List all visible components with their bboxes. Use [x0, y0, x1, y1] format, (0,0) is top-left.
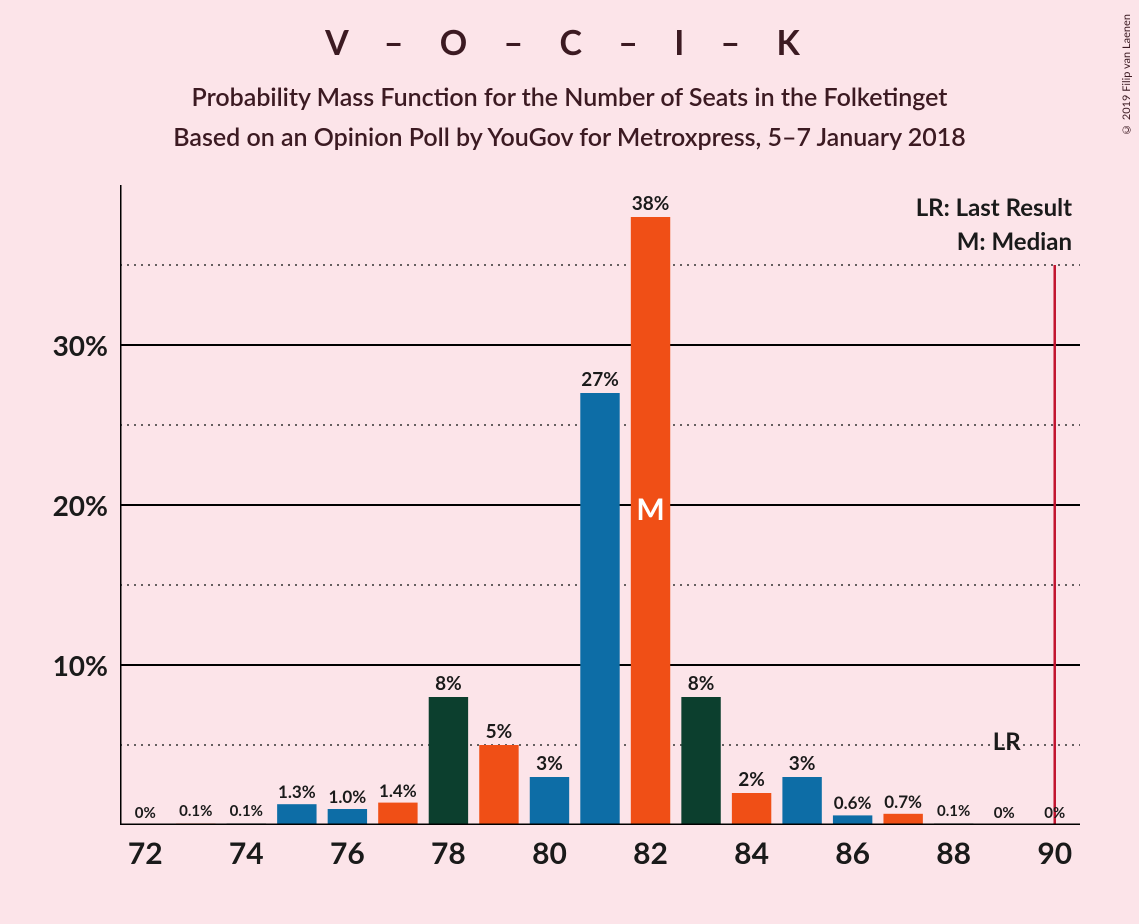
legend-lr: LR: Last Result: [916, 193, 1072, 222]
x-tick-label: 82: [633, 835, 668, 871]
bar-value-label: 2%: [738, 768, 765, 791]
pmf-bar-chart: 10%20%30%727476788082848688900%0.1%0.1%1…: [120, 185, 1090, 825]
x-tick-label: 90: [1037, 835, 1072, 871]
bar-value-label: 0%: [994, 804, 1015, 822]
copyright-text: © 2019 Filip van Laenen: [1120, 14, 1133, 136]
bar-value-label: 0.6%: [834, 792, 872, 813]
x-tick-label: 76: [330, 835, 365, 871]
x-tick-label: 86: [835, 835, 870, 871]
chart-subtitle: Probability Mass Function for the Number…: [0, 77, 1139, 157]
subtitle-line-2: Based on an Opinion Poll by YouGov for M…: [0, 117, 1139, 157]
bar-value-label: 0%: [1044, 804, 1065, 822]
lr-line-label: LR: [993, 727, 1021, 756]
x-tick-label: 78: [431, 835, 466, 871]
chart-title: V – O – C – I – K: [0, 0, 1139, 63]
bar-value-label: 38%: [632, 192, 670, 215]
y-tick-label: 20%: [53, 488, 108, 522]
subtitle-line-1: Probability Mass Function for the Number…: [0, 77, 1139, 117]
bar-value-label: 5%: [486, 720, 513, 743]
y-tick-label: 10%: [53, 648, 108, 682]
x-tick-label: 84: [734, 835, 769, 871]
legend-median: M: Median: [957, 227, 1072, 256]
bar-value-label: 1.3%: [278, 781, 316, 802]
bar-value-label: 1.0%: [329, 786, 367, 807]
bar-value-label: 0.1%: [230, 802, 263, 820]
bar-value-label: 0%: [135, 804, 156, 822]
median-marker: M: [636, 491, 664, 527]
bar-value-label: 1.4%: [379, 780, 417, 801]
x-tick-label: 72: [128, 835, 163, 871]
bar-value-label: 3%: [536, 752, 563, 775]
bar-value-label: 8%: [688, 672, 715, 695]
bar-value-label: 8%: [435, 672, 462, 695]
y-tick-label: 30%: [53, 328, 108, 362]
x-tick-label: 88: [936, 835, 971, 871]
bar-value-label: 0.7%: [884, 791, 922, 812]
bar-value-label: 3%: [789, 752, 816, 775]
bar-value-label: 0.1%: [937, 802, 970, 820]
bar-value-label: 0.1%: [179, 802, 212, 820]
x-tick-label: 80: [532, 835, 567, 871]
x-tick-label: 74: [229, 835, 264, 871]
bar-value-label: 27%: [581, 368, 619, 391]
